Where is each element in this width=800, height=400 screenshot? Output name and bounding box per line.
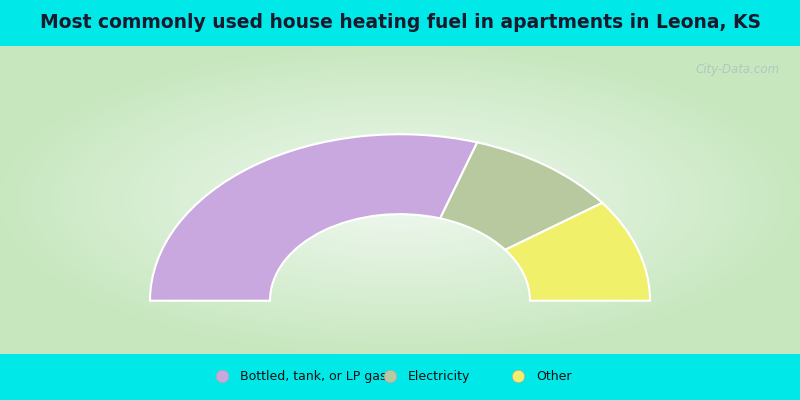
Text: Electricity: Electricity bbox=[408, 370, 470, 382]
Text: Bottled, tank, or LP gas: Bottled, tank, or LP gas bbox=[240, 370, 386, 382]
Wedge shape bbox=[440, 142, 602, 250]
Text: City-Data.com: City-Data.com bbox=[696, 63, 780, 76]
Wedge shape bbox=[150, 134, 478, 301]
Wedge shape bbox=[505, 203, 650, 301]
Text: Most commonly used house heating fuel in apartments in Leona, KS: Most commonly used house heating fuel in… bbox=[39, 12, 761, 32]
Text: Other: Other bbox=[536, 370, 571, 382]
